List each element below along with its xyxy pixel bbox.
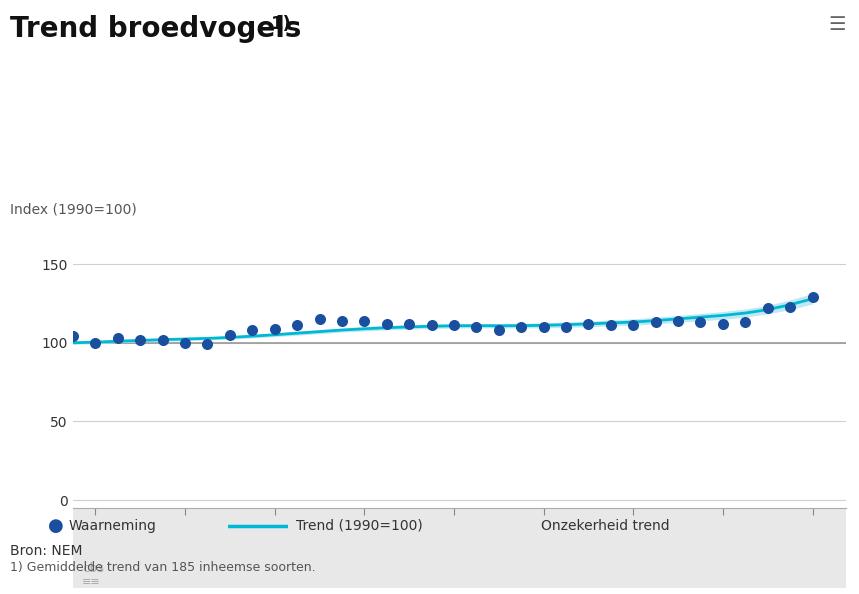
- Text: ●: ●: [48, 517, 64, 535]
- Point: [223, 330, 237, 340]
- Point: [111, 333, 125, 343]
- Point: [626, 321, 640, 330]
- Point: [178, 338, 192, 347]
- Point: [739, 318, 752, 327]
- Point: [761, 304, 775, 313]
- Point: [492, 326, 506, 335]
- Point: [806, 292, 819, 302]
- Point: [268, 324, 282, 333]
- Text: Trend broedvogels: Trend broedvogels: [10, 15, 311, 43]
- Point: [649, 318, 662, 327]
- Point: [515, 323, 528, 332]
- Point: [470, 323, 484, 332]
- Text: Index (1990=100): Index (1990=100): [10, 203, 137, 217]
- Point: [313, 314, 326, 324]
- Point: [582, 319, 595, 328]
- Point: [201, 340, 215, 349]
- Point: [66, 331, 80, 341]
- Text: Waarneming: Waarneming: [69, 519, 156, 533]
- Text: 1) Gemiddelde trend van 185 inheemse soorten.: 1) Gemiddelde trend van 185 inheemse soo…: [10, 561, 316, 574]
- Text: cbs: cbs: [82, 561, 105, 574]
- Point: [357, 316, 371, 326]
- Point: [133, 335, 147, 345]
- Point: [559, 323, 573, 332]
- Point: [424, 321, 438, 330]
- Text: ≡≡: ≡≡: [82, 577, 101, 587]
- Point: [447, 321, 460, 330]
- Text: ☰: ☰: [829, 15, 846, 34]
- Point: [88, 338, 102, 347]
- Point: [380, 319, 393, 328]
- Point: [335, 316, 349, 326]
- Point: [246, 326, 259, 335]
- Text: Trend (1990=100): Trend (1990=100): [296, 519, 423, 533]
- Text: 1): 1): [271, 15, 291, 33]
- Text: Bron: NEM: Bron: NEM: [10, 544, 82, 558]
- Point: [402, 319, 416, 328]
- Point: [155, 335, 169, 345]
- Point: [537, 323, 551, 332]
- Point: [671, 316, 685, 326]
- Text: Onzekerheid trend: Onzekerheid trend: [541, 519, 670, 533]
- Point: [783, 302, 797, 311]
- Point: [604, 321, 618, 330]
- Point: [716, 319, 730, 328]
- Point: [693, 318, 707, 327]
- Point: [290, 321, 304, 330]
